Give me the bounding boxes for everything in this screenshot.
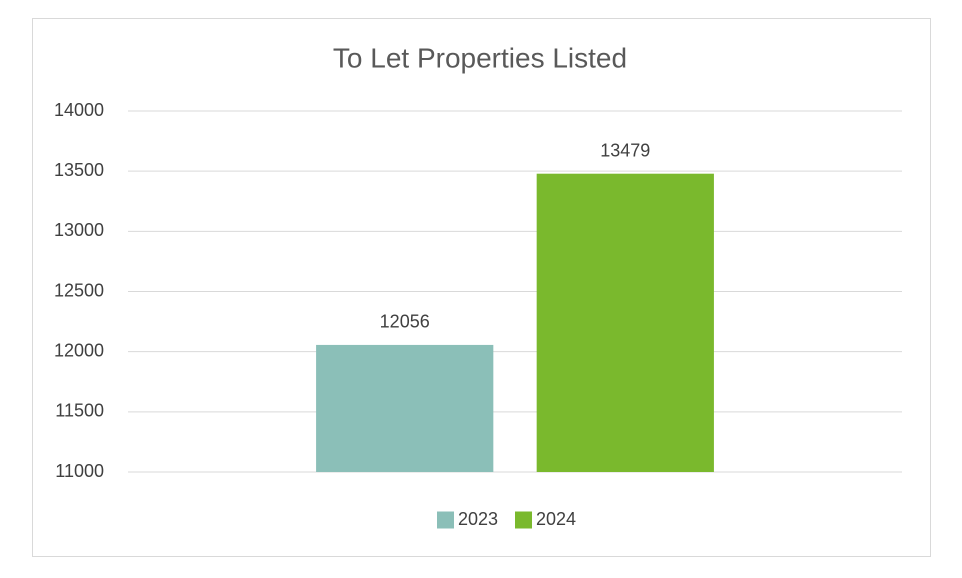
legend-label: 2023 [458, 509, 498, 529]
y-tick-label: 12500 [54, 280, 104, 300]
chart-title: To Let Properties Listed [333, 42, 627, 73]
legend-swatch [437, 511, 454, 529]
y-tick-label: 12000 [54, 340, 104, 360]
legend-label: 2024 [536, 509, 576, 529]
y-tick-label: 14000 [54, 100, 104, 120]
data-label: 12056 [380, 312, 430, 332]
bar [316, 344, 494, 472]
y-tick-label: 11500 [55, 401, 104, 421]
chart-frame [32, 18, 931, 557]
legend-swatch [515, 511, 532, 529]
y-tick-label: 11000 [55, 461, 104, 481]
y-tick-label: 13500 [54, 160, 104, 180]
bar [536, 173, 714, 472]
y-tick-label: 13000 [54, 220, 104, 240]
data-label: 13479 [600, 140, 650, 160]
